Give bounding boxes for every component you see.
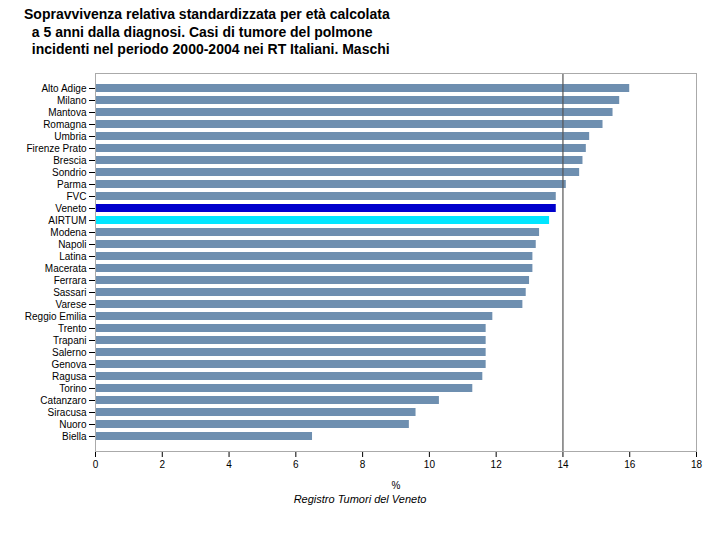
svg-text:Ragusa: Ragusa	[52, 370, 87, 381]
svg-text:Torino: Torino	[59, 382, 87, 393]
svg-text:16: 16	[624, 458, 636, 469]
svg-text:Napoli: Napoli	[58, 238, 86, 249]
svg-text:Romagna: Romagna	[43, 118, 87, 129]
svg-text:AIRTUM: AIRTUM	[48, 214, 86, 225]
svg-text:Alto Adige: Alto Adige	[41, 82, 86, 93]
svg-text:FVC: FVC	[67, 190, 87, 201]
svg-text:Nuoro: Nuoro	[59, 418, 87, 429]
svg-text:Milano: Milano	[57, 94, 87, 105]
svg-text:Latina: Latina	[59, 250, 87, 261]
svg-text:10: 10	[424, 458, 436, 469]
svg-text:Genova: Genova	[51, 358, 86, 369]
svg-text:4: 4	[226, 458, 232, 469]
svg-text:Parma: Parma	[57, 178, 87, 189]
svg-text:Umbria: Umbria	[54, 130, 87, 141]
svg-text:Modena: Modena	[50, 226, 87, 237]
svg-text:Mantova: Mantova	[48, 106, 87, 117]
svg-text:Sassari: Sassari	[53, 286, 86, 297]
svg-text:%: %	[392, 479, 401, 490]
svg-text:Firenze Prato: Firenze Prato	[26, 142, 86, 153]
svg-text:Trapani: Trapani	[53, 334, 87, 345]
html-text:Registro Tumori del Veneto: Registro Tumori del Veneto	[293, 492, 427, 505]
svg-text:Siracusa: Siracusa	[48, 406, 87, 417]
svg-text:12: 12	[491, 458, 503, 469]
svg-text:Biella: Biella	[62, 430, 87, 441]
svg-text:Brescia: Brescia	[53, 154, 87, 165]
svg-text:2: 2	[159, 458, 165, 469]
svg-text:18: 18	[691, 458, 703, 469]
svg-text:Macerata: Macerata	[45, 262, 87, 273]
svg-text:0: 0	[93, 458, 99, 469]
svg-text:6: 6	[293, 458, 299, 469]
svg-text:Catanzaro: Catanzaro	[40, 394, 87, 405]
svg-text:Veneto: Veneto	[55, 202, 87, 213]
svg-text:Ferrara: Ferrara	[54, 274, 87, 285]
svg-text:Varese: Varese	[56, 298, 87, 309]
svg-text:Reggio Emilia: Reggio Emilia	[25, 310, 87, 321]
html-text:Sopravvivenza relativa standar: Sopravvivenza relativa standardizzata pe…	[24, 6, 390, 57]
svg-text:Trento: Trento	[58, 322, 87, 333]
svg-text:8: 8	[360, 458, 366, 469]
svg-text:Salerno: Salerno	[52, 346, 87, 357]
svg-text:14: 14	[557, 458, 569, 469]
svg-text:Sondrio: Sondrio	[52, 166, 87, 177]
